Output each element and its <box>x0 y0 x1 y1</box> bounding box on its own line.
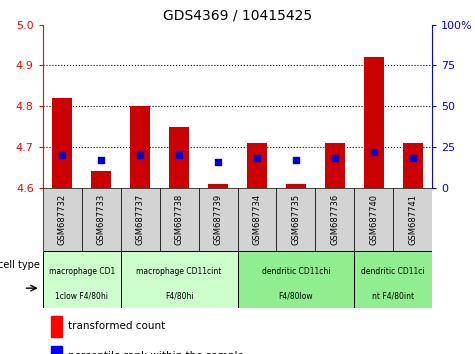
Text: GSM687734: GSM687734 <box>253 194 261 245</box>
Point <box>214 159 222 164</box>
Point <box>253 155 261 161</box>
Text: transformed count: transformed count <box>68 321 165 331</box>
Point <box>136 152 144 158</box>
FancyBboxPatch shape <box>121 251 238 308</box>
Text: 1clow F4/80hi: 1clow F4/80hi <box>55 291 108 300</box>
Point <box>58 152 66 158</box>
Title: GDS4369 / 10415425: GDS4369 / 10415425 <box>163 8 312 22</box>
FancyBboxPatch shape <box>354 188 393 251</box>
Bar <box>169 127 189 188</box>
Point <box>370 149 378 155</box>
FancyBboxPatch shape <box>82 188 121 251</box>
Bar <box>403 143 422 188</box>
Bar <box>364 57 384 188</box>
FancyBboxPatch shape <box>393 188 432 251</box>
Point <box>409 155 417 161</box>
Text: GSM687736: GSM687736 <box>331 194 339 245</box>
Text: dendritic CD11chi: dendritic CD11chi <box>262 267 330 276</box>
Bar <box>50 346 62 354</box>
FancyBboxPatch shape <box>315 188 354 251</box>
Text: nt F4/80int: nt F4/80int <box>372 291 414 300</box>
Text: macrophage CD11cint: macrophage CD11cint <box>136 267 222 276</box>
Text: GSM687737: GSM687737 <box>136 194 144 245</box>
Bar <box>325 143 344 188</box>
Text: dendritic CD11ci: dendritic CD11ci <box>361 267 425 276</box>
Point <box>175 152 183 158</box>
FancyBboxPatch shape <box>276 188 315 251</box>
Point <box>292 157 300 163</box>
Point <box>331 155 339 161</box>
Text: GSM687738: GSM687738 <box>175 194 183 245</box>
FancyBboxPatch shape <box>354 251 432 308</box>
Text: F4/80low: F4/80low <box>279 291 313 300</box>
Text: percentile rank within the sample: percentile rank within the sample <box>68 352 244 354</box>
FancyBboxPatch shape <box>121 188 160 251</box>
Text: GSM687739: GSM687739 <box>214 194 222 245</box>
FancyBboxPatch shape <box>199 188 238 251</box>
Point <box>97 157 105 163</box>
Bar <box>91 171 111 188</box>
Text: GSM687740: GSM687740 <box>370 194 378 245</box>
Text: GSM687732: GSM687732 <box>58 194 66 245</box>
Text: F4/80hi: F4/80hi <box>165 291 193 300</box>
FancyBboxPatch shape <box>43 251 121 308</box>
Text: cell type: cell type <box>0 261 40 270</box>
Bar <box>208 183 228 188</box>
FancyBboxPatch shape <box>160 188 199 251</box>
Text: GSM687741: GSM687741 <box>408 194 417 245</box>
Text: macrophage CD1: macrophage CD1 <box>48 267 115 276</box>
FancyBboxPatch shape <box>238 251 354 308</box>
Bar <box>286 183 306 188</box>
FancyBboxPatch shape <box>238 188 276 251</box>
FancyBboxPatch shape <box>43 188 82 251</box>
Bar <box>52 98 72 188</box>
Bar <box>130 106 150 188</box>
Text: GSM687735: GSM687735 <box>292 194 300 245</box>
Bar <box>50 316 62 337</box>
Text: GSM687733: GSM687733 <box>97 194 105 245</box>
Bar <box>247 143 266 188</box>
